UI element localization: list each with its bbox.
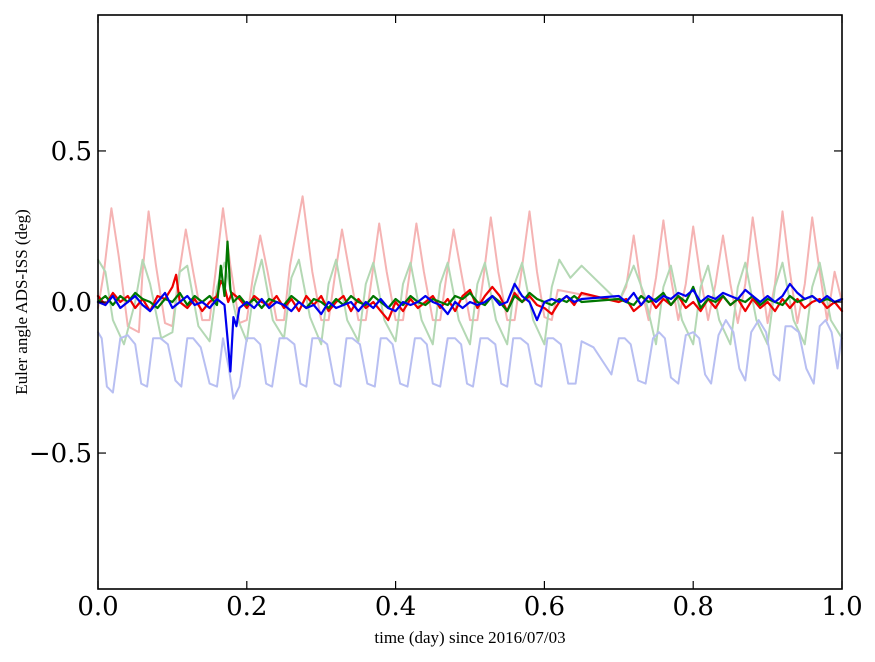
series-line-5: [96, 240, 844, 313]
y-tick-label: 0.5: [51, 137, 92, 167]
series-line-1: [97, 195, 843, 334]
series-line-3: [97, 319, 843, 400]
x-tick-label: 0.4: [375, 592, 416, 622]
y-axis-label: Euler angle ADS-ISS (deg): [12, 209, 31, 395]
x-tick-label: 0.8: [673, 592, 714, 622]
y-tick-label: 0.0: [51, 288, 92, 318]
x-tick-label: 1.0: [821, 592, 862, 622]
x-axis-label: time (day) since 2016/07/03: [374, 628, 565, 647]
x-tick-label: 0.6: [524, 592, 565, 622]
ticks-layer: 0.0 0.2 0.4 0.6 0.8 1.0 0.5 0.0 −0.5: [29, 15, 863, 622]
series-line-6: [96, 282, 844, 373]
series-layer: [96, 195, 844, 400]
y-tick-label: −0.5: [29, 439, 92, 469]
x-tick-label: 0.2: [226, 592, 267, 622]
x-tick-label: 0.0: [77, 592, 118, 622]
